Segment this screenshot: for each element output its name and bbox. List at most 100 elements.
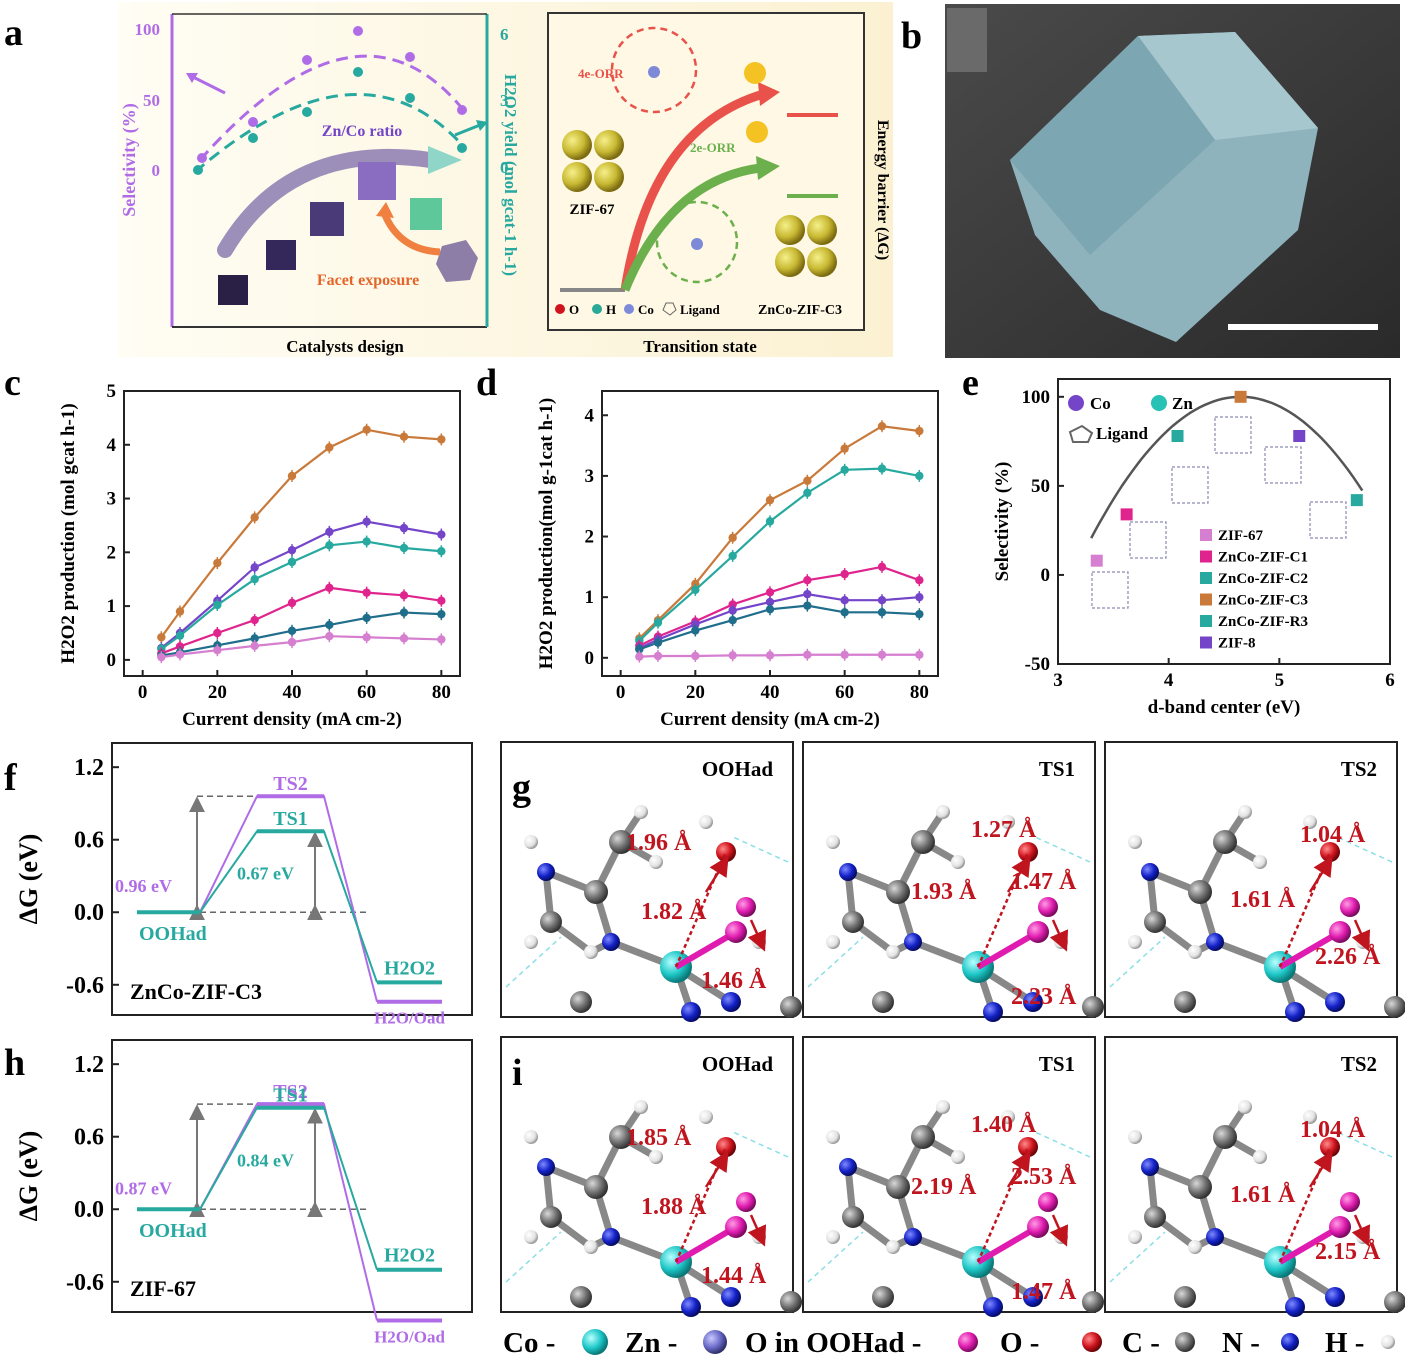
h2o-label: H2O/Oad <box>374 1009 445 1028</box>
data-point <box>653 651 663 661</box>
atom-icon <box>780 996 802 1018</box>
data-point <box>877 464 887 473</box>
atom-icon <box>904 1228 922 1246</box>
atom-icon <box>540 911 562 933</box>
data-point <box>362 517 371 526</box>
co-atom-icon <box>1068 395 1084 411</box>
o-ooh-atom-icon <box>1340 1192 1360 1212</box>
two-e-intermediate-circle <box>655 200 739 284</box>
a-selectivity-point <box>197 153 207 163</box>
a-right-arrow-head <box>476 120 488 131</box>
o-ooh-atom-icon <box>736 1192 756 1212</box>
atom-icon <box>584 1240 598 1254</box>
data-point <box>877 608 887 617</box>
atom-icon <box>1188 1240 1202 1254</box>
data-point <box>399 634 409 643</box>
ts2-path <box>199 1103 378 1321</box>
data-point <box>691 579 700 589</box>
legend-n-label: N - <box>1222 1327 1260 1359</box>
panel-label-a: a <box>4 12 23 54</box>
atom-icon <box>537 1158 555 1176</box>
framework-thumbnail-icon <box>1214 416 1252 454</box>
legend-co: Co <box>1090 394 1111 413</box>
a-yield-point <box>248 133 258 143</box>
a-cubes <box>218 162 478 305</box>
bond-distance-label: 1.96 Å <box>626 830 692 856</box>
bond-distance-label: 1.82 Å <box>641 899 707 925</box>
data-point <box>691 626 700 635</box>
legend-h: H <box>606 302 616 317</box>
bond-arrow <box>1049 919 1069 952</box>
a-left-tick: 0 <box>152 161 161 180</box>
cube-icon <box>310 202 344 236</box>
y-axis-label: H2O2 production (mol gcat h-1) <box>58 403 79 663</box>
bond-distance-label: 1.47 Å <box>1011 1279 1077 1305</box>
hbond-line <box>807 836 1091 988</box>
bond-distance-label: 1.04 Å <box>1300 1117 1366 1143</box>
hbond-line <box>1109 1131 1393 1283</box>
sem-label-patch <box>947 8 987 72</box>
co-atom-legend-icon <box>624 304 634 314</box>
data-point <box>175 607 185 616</box>
data-point <box>250 563 259 572</box>
co-o-bond <box>976 929 1040 970</box>
atom-icon <box>681 1002 701 1022</box>
structure-title: OOHad <box>702 757 774 781</box>
hbond-line <box>1109 836 1393 988</box>
co-o-bond <box>1278 929 1342 970</box>
a-yield-curve <box>194 93 467 174</box>
data-point <box>325 527 334 537</box>
data-point <box>915 650 924 659</box>
data-point <box>437 435 446 444</box>
x-tick-label: 20 <box>208 682 227 703</box>
data-point <box>803 650 812 659</box>
bond-distance-label: 2.23 Å <box>1011 984 1077 1010</box>
data-point <box>175 631 185 640</box>
two-e-label: 2e-ORR <box>690 140 736 155</box>
atom-icon <box>570 991 592 1013</box>
data-point <box>437 596 446 605</box>
atom-icon <box>1188 945 1202 959</box>
h2o-label: H2O/Oad <box>374 1327 445 1346</box>
series-line <box>638 565 920 647</box>
panel-g: OOHad 1.96 Å 1.82 Å 1.46 Å TS1 1.27 Å 1.93 Å 1.… <box>500 741 1405 1022</box>
data-point <box>1171 430 1184 442</box>
atom-icon <box>886 945 900 959</box>
a-yield-point <box>353 67 363 77</box>
bond-arrow <box>1308 1150 1333 1188</box>
legend-c-label: C - <box>1122 1327 1160 1359</box>
zn-co-ratio-arrow <box>217 149 438 258</box>
data-point <box>362 537 371 546</box>
legend-ligand: Ligand <box>1096 424 1149 443</box>
data-point <box>653 638 663 647</box>
bond-arrow <box>1006 1150 1031 1188</box>
h-atom-icon <box>1001 815 1015 829</box>
structure-title: TS1 <box>1039 1052 1075 1076</box>
data-point <box>362 633 371 642</box>
data-point <box>728 651 737 660</box>
data-point <box>213 600 222 610</box>
data-point <box>765 495 775 505</box>
atom-icon <box>886 1175 910 1199</box>
co-o-bond <box>674 1224 738 1265</box>
data-point <box>250 641 259 651</box>
atom-icon <box>1325 1287 1345 1307</box>
x-tick-label: 20 <box>686 682 705 703</box>
two-e-arrow-head <box>756 156 780 180</box>
data-point <box>840 650 849 659</box>
atom-icon <box>1082 996 1104 1018</box>
bond-distance-label: 1.61 Å <box>1230 1182 1296 1208</box>
crystal-left-facet <box>1010 36 1215 255</box>
bond-distance-label: 1.44 Å <box>701 1263 767 1289</box>
y-tick-label: 0.0 <box>74 900 104 926</box>
data-point <box>325 583 334 593</box>
data-point <box>157 652 166 662</box>
atom-icon <box>839 863 857 881</box>
atom-icon <box>1128 1230 1142 1244</box>
data-point <box>877 421 887 431</box>
y-tick-label: 5 <box>107 381 117 402</box>
sad-face-icon <box>744 62 766 84</box>
panel-label-e: e <box>962 362 979 404</box>
ts1-barrier-value: 0.67 eV <box>237 864 294 884</box>
